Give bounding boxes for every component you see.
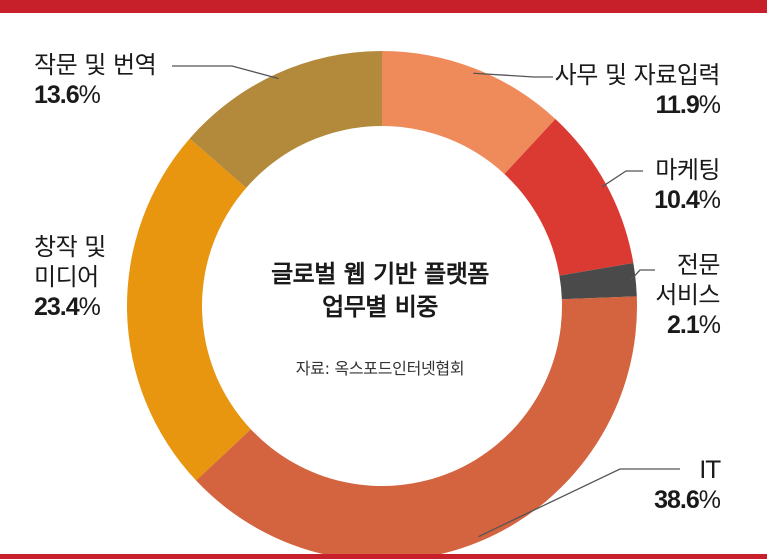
slice-label-text: 서비스 bbox=[655, 281, 720, 309]
slice-label-text: 창작 및 bbox=[34, 233, 106, 261]
donut-slice-1 bbox=[504, 119, 634, 276]
slice-percentage: 23.4% bbox=[34, 293, 101, 321]
bottom-accent-line bbox=[0, 554, 767, 559]
donut-slice-5 bbox=[189, 51, 382, 188]
slice-label-office-data-entry: 사무 및 자료입력 11.9% bbox=[554, 60, 721, 120]
slice-label-text: IT bbox=[699, 456, 720, 484]
slice-label-text: 미디어 bbox=[34, 263, 99, 291]
slice-label-professional-services: 전문 서비스 2.1% bbox=[655, 250, 721, 340]
slice-percentage: 10.4% bbox=[654, 186, 721, 214]
slice-label-text: 작문 및 번역 bbox=[34, 51, 157, 79]
slice-percentage: 13.6% bbox=[34, 81, 101, 109]
slice-label-marketing: 마케팅 10.4% bbox=[654, 155, 721, 215]
leader-line-1 bbox=[601, 170, 643, 188]
donut-slice-0 bbox=[382, 51, 556, 175]
leader-line-3 bbox=[478, 468, 680, 538]
slice-percentage: 38.6% bbox=[654, 486, 721, 514]
donut-slice-4 bbox=[126, 138, 251, 481]
chart-title-line-2: 업무별 비중 bbox=[322, 293, 438, 321]
chart-title-line-1: 글로벌 웹 기반 플랫폼 bbox=[271, 260, 489, 288]
slice-label-it: IT 38.6% bbox=[654, 455, 721, 515]
leader-line-4 bbox=[172, 65, 279, 80]
leader-line-2 bbox=[630, 269, 655, 281]
slice-label-writing-translation: 작문 및 번역 13.6% bbox=[34, 50, 157, 110]
chart-source: 자료: 옥스포드인터넷협회 bbox=[295, 359, 465, 378]
leader-line-0 bbox=[473, 72, 553, 78]
chart-title: 글로벌 웹 기반 플랫폼 업무별 비중 bbox=[250, 258, 510, 324]
slice-percentage: 11.9% bbox=[655, 91, 721, 119]
slice-label-text: 사무 및 자료입력 bbox=[554, 61, 721, 89]
slice-percentage: 2.1% bbox=[667, 311, 721, 339]
donut-slice-2 bbox=[559, 262, 637, 300]
top-accent-bar bbox=[0, 0, 767, 13]
slice-label-text: 전문 bbox=[676, 251, 721, 279]
donut-slice-3 bbox=[196, 296, 637, 559]
slice-label-text: 마케팅 bbox=[655, 156, 720, 184]
slice-label-creative-media: 창작 및 미디어 23.4% bbox=[34, 232, 106, 322]
